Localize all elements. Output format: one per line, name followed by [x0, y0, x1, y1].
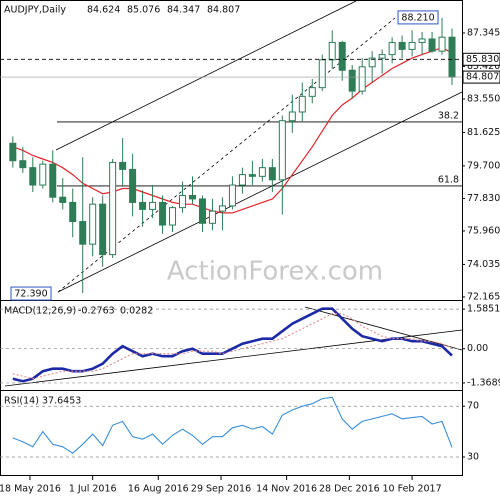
candle-body — [348, 69, 356, 92]
candle-body — [59, 196, 67, 203]
candle-body — [9, 142, 17, 162]
candle-body — [89, 203, 97, 245]
macd-line — [12, 307, 453, 383]
candle-body — [308, 87, 316, 97]
candle-body — [208, 210, 216, 224]
candle-body — [39, 163, 47, 186]
candle-body — [109, 161, 117, 256]
candle-body — [258, 167, 266, 177]
candle-body — [169, 207, 177, 226]
x-tick-label: 14 Nov 2016 — [256, 484, 317, 495]
candle-body — [398, 41, 406, 50]
y-tick-label: -1.3689 — [467, 377, 500, 388]
candle-body — [328, 41, 336, 61]
candle-body — [428, 38, 436, 52]
candle-body — [19, 160, 27, 169]
frame — [0, 0, 463, 476]
fib-label: 38.2 — [438, 110, 459, 121]
low-box — [10, 286, 52, 301]
channel-line — [57, 91, 463, 293]
signal-line — [12, 313, 453, 380]
candle-body — [238, 174, 246, 186]
y-tick-label: 74.035 — [467, 259, 500, 270]
x-tick-label: 16 Aug 2016 — [128, 484, 189, 495]
level-label: 85.830 — [466, 54, 499, 65]
last-price-box — [462, 70, 500, 84]
y-tick-label: 1.5851 — [467, 304, 500, 315]
low-label: 72.390 — [14, 289, 47, 300]
candle-body — [139, 201, 147, 210]
candle-body — [358, 66, 366, 92]
candle-body — [49, 163, 57, 198]
candle-body — [79, 221, 87, 245]
y-tick-label: 87.345 — [467, 27, 500, 38]
candle-body — [99, 203, 107, 256]
y-tick-label: 85.420 — [467, 61, 500, 72]
panel-title: RSI(14) — [4, 396, 39, 407]
candle-body — [228, 184, 236, 207]
candle-body — [179, 194, 187, 209]
y-tick-label: 30 — [467, 451, 479, 462]
header-value: 84.347 — [167, 5, 200, 16]
candle-body — [189, 194, 196, 200]
candle-body — [338, 41, 346, 71]
x-tick-label: 28 Dec 2016 — [319, 484, 380, 495]
candle-body — [278, 120, 286, 181]
x-tick-label: 1 Jul 2016 — [69, 484, 117, 495]
y-tick-label: 70 — [467, 401, 479, 412]
candle-body — [248, 174, 256, 177]
y-tick-label: 81.625 — [467, 127, 500, 138]
candle-body — [408, 41, 416, 50]
high-label: 88.210 — [401, 12, 434, 23]
candle-body — [448, 36, 456, 78]
level-box — [462, 52, 500, 66]
y-tick-label: 75.960 — [467, 225, 500, 236]
candle-body — [119, 161, 127, 170]
macd-trendline — [304, 306, 463, 351]
y-tick-label: 77.830 — [467, 193, 500, 204]
candle-body — [438, 36, 446, 52]
candle-body — [418, 38, 426, 43]
high-box — [397, 10, 439, 25]
candle-body — [149, 201, 157, 210]
x-tick-label: 18 May 2016 — [0, 484, 61, 495]
candle-body — [298, 95, 306, 113]
candle-body — [218, 205, 226, 212]
header-value: 85.076 — [127, 5, 160, 16]
candle-body — [378, 54, 386, 59]
panel-value: -0.2763 — [78, 306, 115, 317]
x-tick-label: 10 Feb 2017 — [383, 484, 442, 495]
candle-body — [129, 168, 137, 203]
candle-body — [198, 198, 206, 224]
panel-value: 0.0282 — [120, 306, 153, 317]
candle-body — [69, 201, 77, 223]
y-tick-label: 72.165 — [467, 291, 500, 302]
symbol-title: AUDJPY,Daily — [4, 5, 66, 16]
fib-label: 61.8 — [438, 174, 459, 185]
header-value: 84.624 — [87, 5, 120, 16]
last-price-label: 84.807 — [466, 72, 499, 83]
panel-title: MACD(12,26,9) — [4, 306, 76, 317]
y-tick-label: 79.700 — [467, 160, 500, 171]
y-tick-label: 83.550 — [467, 93, 500, 104]
moving-average — [12, 47, 453, 214]
candle-body — [368, 57, 376, 68]
channel-line — [55, 0, 357, 151]
watermark: ActionForex.com — [167, 257, 383, 287]
header-value: 84.807 — [207, 5, 240, 16]
panel-value: 37.6453 — [42, 396, 81, 407]
candle-body — [288, 111, 296, 122]
y-tick-label: 0.00 — [467, 343, 488, 354]
x-tick-label: 29 Sep 2016 — [191, 484, 251, 495]
candle-body — [388, 41, 396, 56]
candle-body — [318, 59, 326, 89]
candle-body — [268, 167, 276, 181]
candle-body — [159, 201, 167, 226]
candle-body — [29, 167, 37, 186]
rsi-line — [12, 396, 453, 454]
